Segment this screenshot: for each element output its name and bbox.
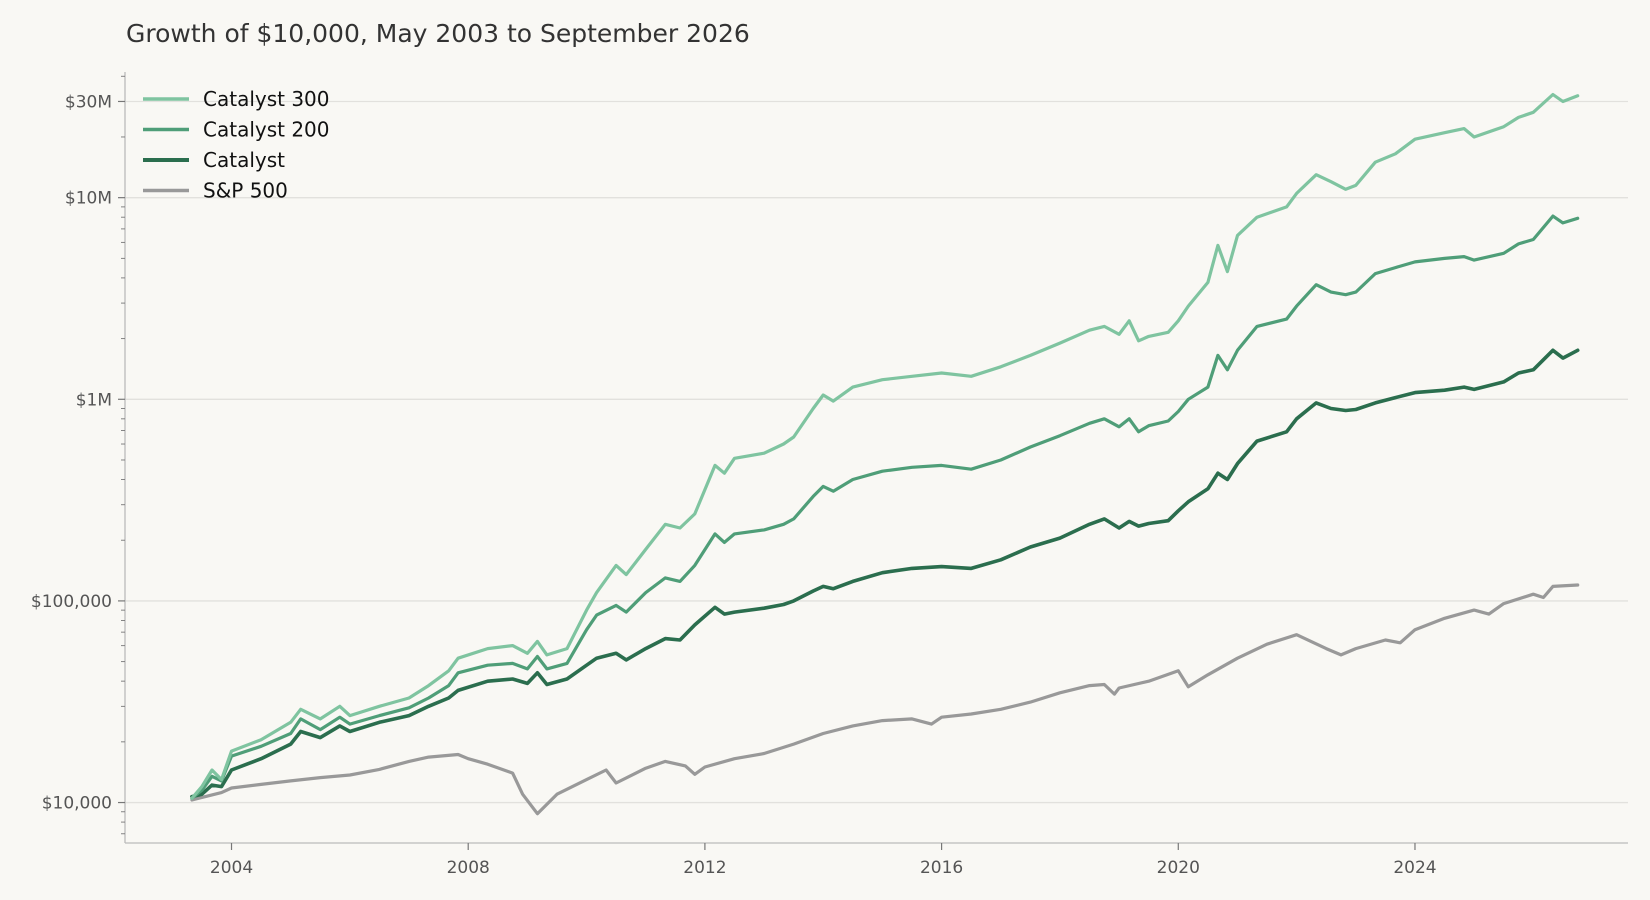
y-tick-label: $100,000 <box>31 592 112 612</box>
x-tick-label: 2008 <box>447 858 490 878</box>
grid-lines <box>125 100 1628 804</box>
chart-title: Growth of $10,000, May 2003 to September… <box>126 19 750 48</box>
y-tick-label: $1M <box>76 390 112 410</box>
x-tick-label: 2012 <box>683 858 726 878</box>
y-tick-label: $30M <box>65 92 112 112</box>
x-tick-label: 2020 <box>1157 858 1200 878</box>
series-line <box>190 214 1580 800</box>
axis-ticks: $10,000 $100,000 $1M $10M $30M 2004 2008 2012 20… <box>31 75 1437 878</box>
legend-label: Catalyst <box>203 148 285 172</box>
legend-label: Catalyst 200 <box>203 118 330 142</box>
x-tick-label: 2024 <box>1393 858 1436 878</box>
series-line <box>190 583 1580 816</box>
x-tick-label: 2004 <box>210 858 253 878</box>
y-tick-label: $10M <box>65 189 112 209</box>
series-lines <box>190 92 1580 816</box>
series-line <box>190 92 1580 800</box>
axes <box>124 72 1628 844</box>
legend: Catalyst 300 Catalyst 200 Catalyst S&P 500 <box>143 87 330 203</box>
x-tick-label: 2016 <box>920 858 963 878</box>
legend-label: S&P 500 <box>203 179 288 203</box>
y-tick-label: $10,000 <box>42 794 112 814</box>
series-line <box>190 348 1580 799</box>
legend-label: Catalyst 300 <box>203 87 330 111</box>
